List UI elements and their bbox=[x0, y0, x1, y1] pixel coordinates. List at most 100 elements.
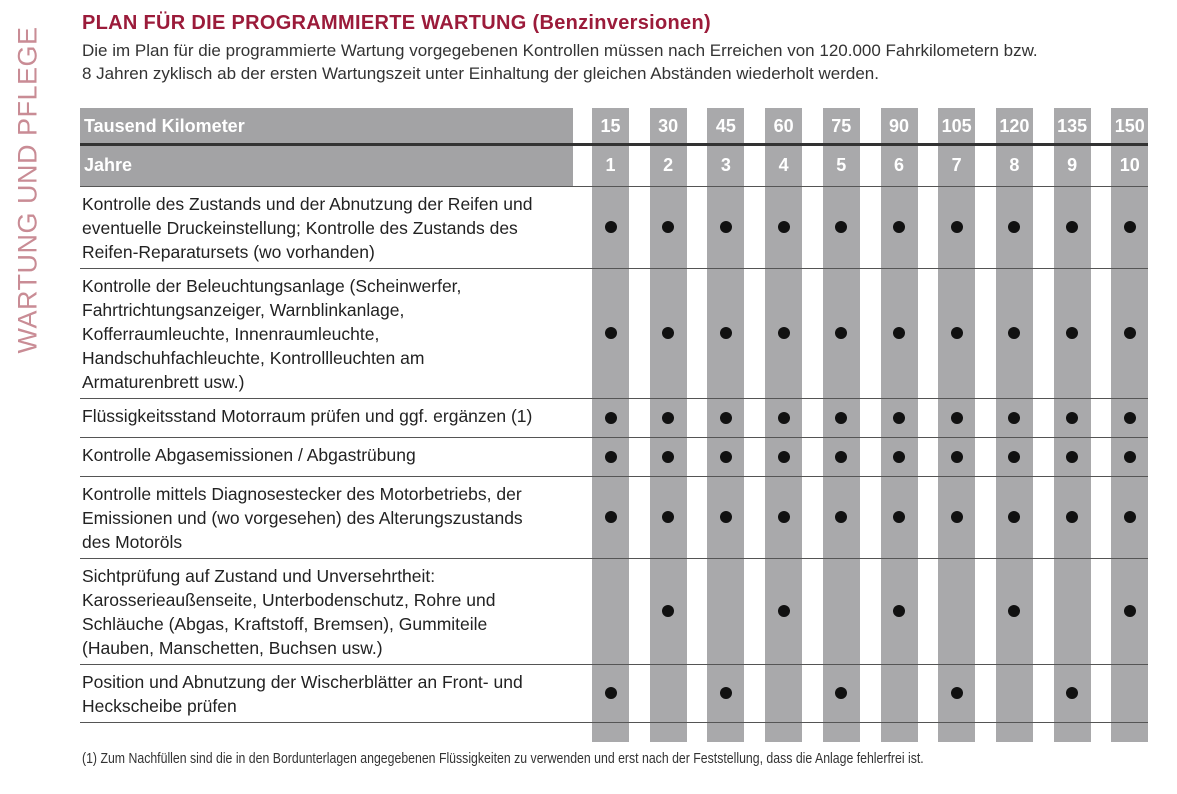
check-dot bbox=[1008, 221, 1021, 233]
check-dot bbox=[835, 450, 848, 463]
check-dot bbox=[835, 327, 848, 339]
row-text: des Motoröls bbox=[82, 532, 183, 552]
check-dot bbox=[719, 687, 732, 699]
check-dot bbox=[1123, 450, 1136, 463]
row-rule bbox=[80, 398, 1148, 399]
row-text: Sichtprüfung auf Zustand und Unversehrth… bbox=[82, 566, 436, 586]
check-dot bbox=[950, 327, 963, 339]
check-dot bbox=[1123, 411, 1136, 424]
row-text: Kontrolle des Zustands und der Abnutzung… bbox=[82, 194, 533, 214]
row-text: Position und Abnutzung der Wischerblätte… bbox=[82, 672, 523, 692]
column-band bbox=[592, 108, 629, 742]
header-label: Tausend Kilometer bbox=[84, 116, 245, 136]
row-text: (Hauben, Manschetten, Buchsen usw.) bbox=[82, 638, 383, 658]
column-band bbox=[880, 108, 918, 742]
row-text: Karosserieaußenseite, Unterbodenschutz, … bbox=[82, 590, 496, 610]
row-text: Heckscheibe prüfen bbox=[82, 696, 237, 716]
column-band bbox=[765, 108, 803, 742]
check-dot bbox=[604, 687, 617, 699]
check-dot bbox=[1008, 450, 1021, 463]
row-text: Handschuhfachleuchte, Kontrollleuchten a… bbox=[82, 348, 425, 368]
header-value: 75 bbox=[831, 116, 852, 136]
check-dot bbox=[777, 411, 790, 424]
check-dot bbox=[662, 221, 675, 233]
row-text: Kofferraumleuchte, Innenraumleuchte, bbox=[82, 324, 380, 344]
header-value: 3 bbox=[720, 155, 731, 175]
check-dot bbox=[1008, 327, 1021, 339]
header-value: 120 bbox=[999, 116, 1030, 136]
check-dot bbox=[893, 511, 905, 523]
footnote: (1) Zum Nachfüllen sind die in den Bordu… bbox=[82, 750, 924, 767]
row-text: Armaturenbrett usw.) bbox=[82, 372, 245, 392]
check-dot bbox=[1123, 221, 1136, 233]
header-value: 4 bbox=[778, 155, 789, 175]
header-value: 60 bbox=[773, 116, 794, 136]
header-value: 135 bbox=[1057, 116, 1088, 136]
check-dot bbox=[777, 511, 790, 523]
check-dot bbox=[604, 221, 617, 233]
check-dot bbox=[662, 511, 675, 523]
row-text: Flüssigkeitsstand Motorraum prüfen und g… bbox=[82, 406, 533, 426]
check-dot bbox=[893, 327, 905, 339]
check-dot bbox=[1066, 687, 1079, 699]
header-value: 1 bbox=[605, 155, 616, 175]
check-dot bbox=[835, 221, 848, 233]
check-dot bbox=[835, 687, 848, 699]
header-value: 5 bbox=[836, 155, 847, 175]
row-rule bbox=[80, 476, 1148, 477]
column-band bbox=[995, 108, 1033, 742]
header-value: 105 bbox=[941, 116, 972, 136]
check-dot bbox=[893, 605, 905, 617]
check-dot bbox=[604, 411, 617, 424]
check-dot bbox=[1008, 411, 1021, 424]
check-dot bbox=[662, 327, 675, 339]
check-dot bbox=[662, 450, 675, 463]
header-value: 90 bbox=[888, 116, 910, 136]
row-rule bbox=[80, 664, 1148, 665]
row-text: Schläuche (Abgas, Kraftstoff, Bremsen), … bbox=[82, 614, 488, 634]
check-dot bbox=[719, 511, 732, 523]
check-dot bbox=[1066, 221, 1079, 233]
row-rule bbox=[80, 186, 1148, 187]
check-dot bbox=[835, 411, 848, 424]
header-value: 150 bbox=[1114, 116, 1145, 136]
check-dot bbox=[950, 221, 963, 233]
row-rule bbox=[80, 437, 1148, 438]
check-dot bbox=[604, 327, 617, 339]
check-dot bbox=[1066, 511, 1079, 523]
header-value: 45 bbox=[715, 116, 736, 136]
check-dot bbox=[1123, 327, 1136, 339]
check-dot bbox=[893, 221, 905, 233]
check-dot bbox=[777, 327, 790, 339]
check-dot bbox=[662, 411, 675, 424]
header-value: 9 bbox=[1067, 155, 1078, 175]
check-dot bbox=[777, 450, 790, 463]
row-text: Kontrolle der Beleuchtungsanlage (Schein… bbox=[82, 276, 462, 296]
title: PLAN FÜR DIE PROGRAMMIERTE WARTUNG (Benz… bbox=[82, 12, 711, 34]
row-text: Kontrolle Abgasemissionen / Abgastrübung bbox=[82, 445, 416, 465]
check-dot bbox=[719, 327, 732, 339]
header-rule bbox=[80, 143, 1148, 146]
check-dot bbox=[1066, 450, 1079, 463]
check-dot bbox=[1123, 511, 1136, 523]
check-dot bbox=[950, 511, 963, 523]
header-cell bbox=[80, 146, 573, 186]
column-band bbox=[649, 108, 687, 742]
header-value: 6 bbox=[893, 155, 904, 175]
intro-line: 8 Jahren zyklisch ab der ersten Wartungs… bbox=[82, 64, 879, 83]
check-dot bbox=[719, 411, 732, 424]
intro-line: Die im Plan für die programmierte Wartun… bbox=[82, 41, 1038, 60]
check-dot bbox=[1066, 411, 1079, 424]
row-text: Fahrtrichtungsanzeiger, Warnblinkanlage, bbox=[82, 300, 405, 320]
check-dot bbox=[1066, 327, 1079, 339]
check-dot bbox=[777, 605, 790, 617]
check-dot bbox=[893, 450, 905, 463]
check-dot bbox=[662, 605, 675, 617]
side-label: WARTUNG UND PFLEGE bbox=[12, 26, 43, 354]
check-dot bbox=[893, 411, 905, 424]
header-value: 30 bbox=[658, 116, 679, 136]
check-dot bbox=[719, 450, 732, 463]
row-rule bbox=[80, 268, 1148, 269]
row-rule bbox=[80, 558, 1148, 559]
